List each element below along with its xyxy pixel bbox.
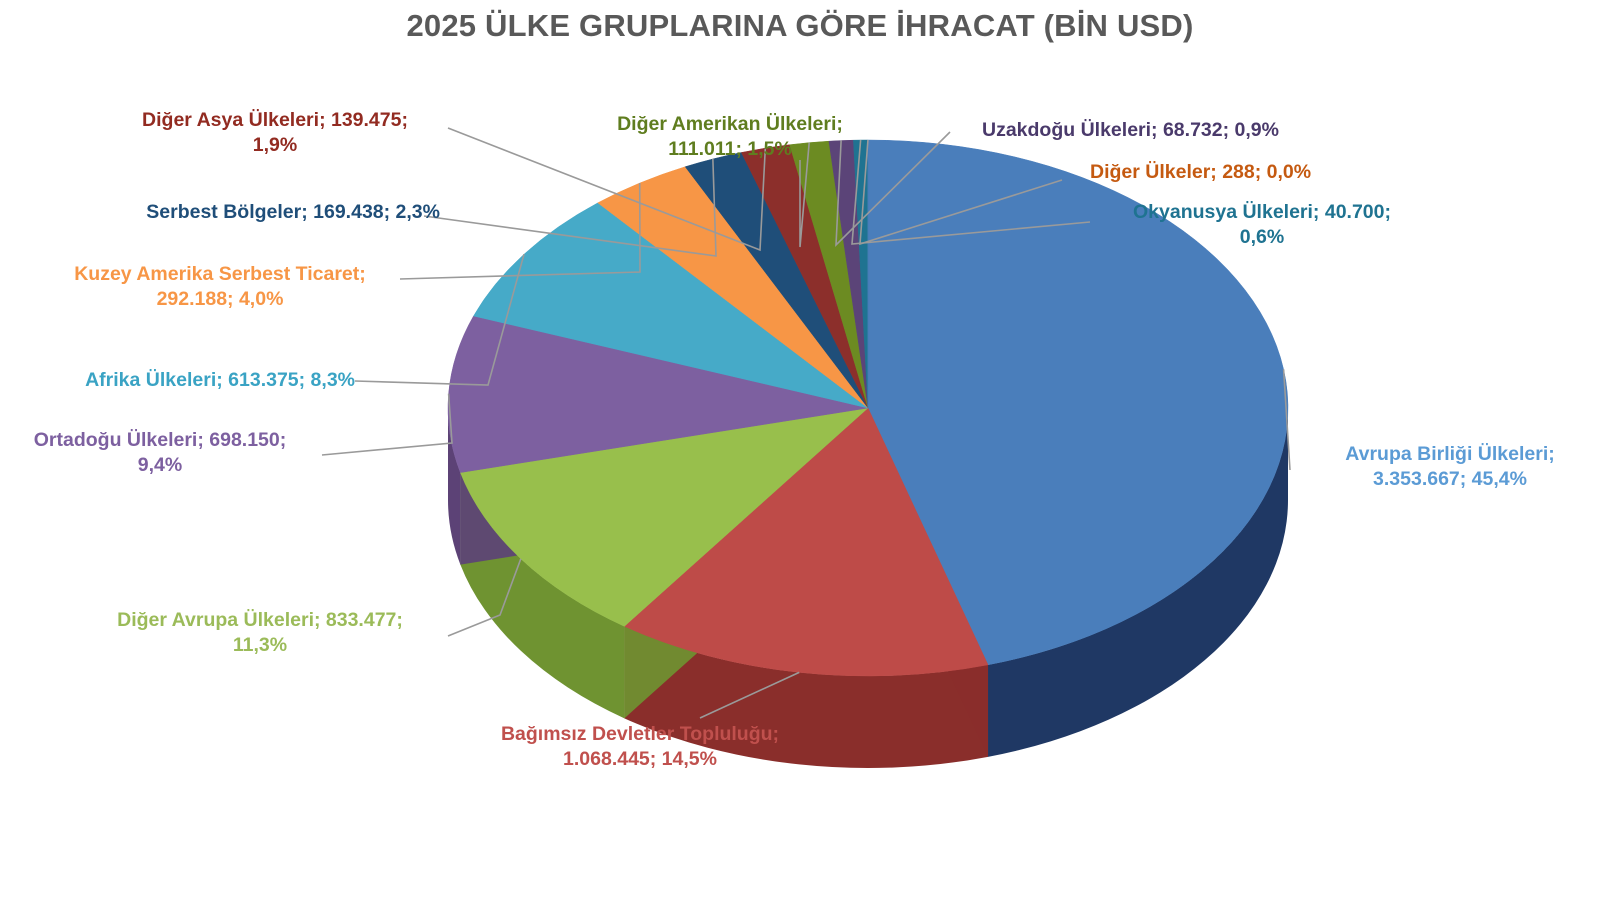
- chart-title: 2025 ÜLKE GRUPLARINA GÖRE İHRACAT (BİN U…: [406, 8, 1194, 43]
- slice-label-diger-ulkeler: Diğer Ülkeler; 288; 0,0%: [1090, 161, 1312, 183]
- slice-label-bdt: Bağımsız Devletler Topluluğu; 1.068.445;…: [500, 723, 780, 770]
- slice-label-diger-amerikan: Diğer Amerikan Ülkeleri; 111.011; 1,5%: [617, 113, 843, 160]
- leader-line: [321, 393, 453, 456]
- leader-line: [354, 254, 525, 386]
- leader-line: [447, 558, 522, 637]
- slice-label-okyanusya: Okyanusya Ülkeleri; 40.700; 0,6%: [1133, 201, 1391, 248]
- slice-label-ortadogu: Ortadoğu Ülkeleri; 698.150; 9,4%: [33, 429, 287, 476]
- leader-line: [447, 127, 767, 252]
- pie-side-3: [448, 408, 461, 565]
- pie-slice-1[interactable]: [623, 407, 989, 677]
- slice-label-uzakdogu: Uzakdoğu Ülkeleri; 68.732; 0,9%: [982, 119, 1279, 141]
- leader-line: [859, 139, 1063, 246]
- pie-side-2: [460, 472, 625, 719]
- slice-label-avrupa-birligi: Avrupa Birliği Ülkeleri; 3.353.667; 45,4…: [1345, 443, 1555, 490]
- leader-line: [399, 183, 641, 280]
- slice-label-diger-asya: Diğer Asya Ülkeleri; 139.475; 1,9%: [142, 109, 408, 156]
- leader-line: [423, 158, 717, 257]
- pie-slice-2[interactable]: [460, 407, 869, 627]
- pie-top-faces: [447, 139, 1289, 677]
- leader-lines: [321, 127, 1291, 719]
- slice-label-kuzey-amerika: Kuzey Amerika Serbest Ticaret; 292.188; …: [74, 263, 366, 310]
- leader-line: [851, 139, 1091, 245]
- slice-label-afrika: Afrika Ülkeleri; 613.375; 8,3%: [85, 369, 355, 391]
- leader-line: [699, 671, 800, 719]
- leader-line: [799, 142, 810, 248]
- leader-line: [835, 131, 951, 248]
- leader-line: [1282, 369, 1291, 471]
- pie-side-0: [988, 408, 1288, 757]
- pie-side-1: [624, 626, 989, 768]
- slice-label-serbest-bolgeler: Serbest Bölgeler; 169.438; 2,3%: [146, 201, 440, 223]
- slice-label-diger-avrupa: Diğer Avrupa Ülkeleri; 833.477; 11,3%: [117, 609, 403, 656]
